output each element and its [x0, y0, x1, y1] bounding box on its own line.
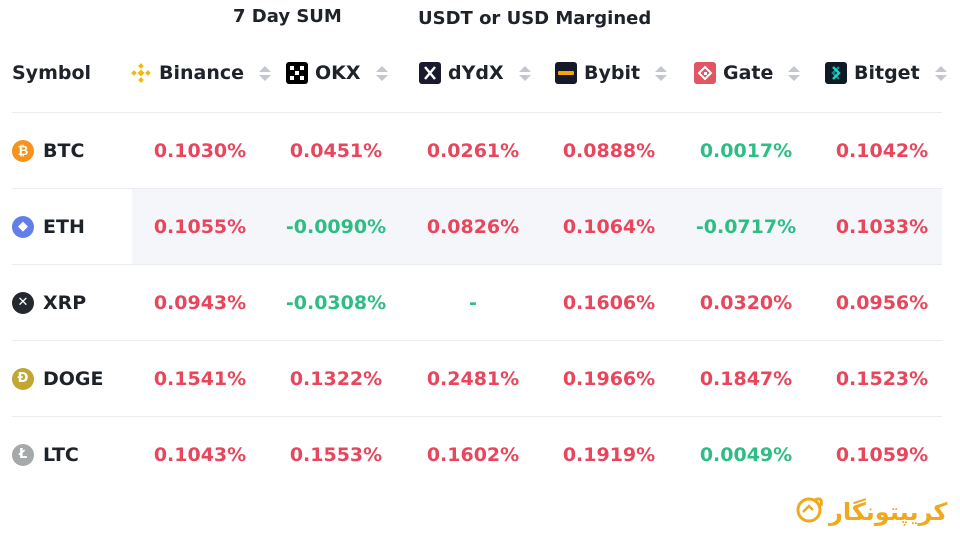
watermark: کریپتونگار	[793, 494, 949, 530]
table-header: Symbol Binance	[12, 52, 947, 96]
sort-icon[interactable]	[375, 65, 388, 81]
value-cell: 0.1602%	[426, 443, 520, 466]
table-row: ₿ BTC 0.1030% 0.0451% 0.0261% 0.0888% 0.…	[12, 112, 942, 188]
gate-icon	[694, 62, 716, 84]
watermark-logo-icon	[793, 494, 825, 530]
value-cell: 0.1919%	[562, 443, 656, 466]
dogecoin-icon: Ð	[12, 367, 34, 390]
value-cell: 0.0943%	[153, 291, 247, 314]
sort-icon[interactable]	[259, 65, 272, 81]
value-cell: 0.1847%	[699, 367, 793, 390]
table-row: Ð DOGE 0.1541% 0.1322% 0.2481% 0.1966% 0…	[12, 340, 942, 416]
symbol-cell[interactable]: Ł LTC	[12, 417, 79, 492]
symbol-cell[interactable]: ✕ XRP	[12, 265, 86, 340]
gate-label: Gate	[723, 62, 774, 84]
margin-type-label: USDT or USD Margined	[418, 8, 652, 29]
litecoin-icon: Ł	[12, 443, 34, 466]
okx-column-header[interactable]: OKX	[286, 58, 388, 88]
bybit-column-header[interactable]: Bybit	[555, 58, 668, 88]
bitget-icon	[825, 62, 847, 84]
symbol-label: BTC	[43, 139, 85, 162]
value-cell: 0.0320%	[699, 291, 793, 314]
okx-icon	[286, 62, 308, 84]
sort-icon[interactable]	[655, 65, 668, 81]
value-cell: 0.0261%	[426, 139, 520, 162]
table-row: ✕ XRP 0.0943% -0.0308% - 0.1606% 0.0320%…	[12, 264, 942, 340]
seven-day-sum-label: 7 Day SUM	[233, 6, 342, 27]
value-cell: -0.0308%	[285, 291, 387, 314]
sort-icon[interactable]	[518, 65, 531, 81]
binance-icon	[130, 62, 152, 84]
symbol-cell[interactable]: ₿ BTC	[12, 113, 84, 188]
value-cell: 0.0888%	[562, 139, 656, 162]
bitget-column-header[interactable]: Bitget	[825, 58, 947, 88]
dydx-column-header[interactable]: dYdX	[419, 58, 531, 88]
value-cell: 0.1606%	[562, 291, 656, 314]
funding-rate-table: ₿ BTC 0.1030% 0.0451% 0.0261% 0.0888% 0.…	[12, 112, 942, 492]
symbol-label: XRP	[43, 291, 87, 314]
binance-column-header[interactable]: Binance	[130, 58, 272, 88]
value-cell: 0.1553%	[289, 443, 383, 466]
value-cell: 0.1322%	[289, 367, 383, 390]
sort-icon[interactable]	[788, 65, 801, 81]
symbol-cell[interactable]: Ð DOGE	[12, 341, 104, 416]
dydx-icon	[419, 62, 441, 84]
sort-icon[interactable]	[934, 65, 947, 81]
value-cell: 0.0956%	[835, 291, 929, 314]
symbol-label: ETH	[43, 215, 85, 238]
value-cell: -	[469, 291, 477, 314]
value-cell: 0.1055%	[153, 215, 247, 238]
value-cell: 0.0451%	[289, 139, 383, 162]
table-row: ◆ ETH 0.1055% -0.0090% 0.0826% 0.1064% -…	[12, 188, 942, 264]
bitcoin-icon: ₿	[12, 139, 34, 162]
value-cell: 0.0826%	[426, 215, 520, 238]
value-cell: 0.0017%	[699, 139, 793, 162]
bybit-icon	[555, 62, 577, 84]
value-cell: 0.1064%	[562, 215, 656, 238]
ethereum-icon: ◆	[12, 215, 34, 238]
symbol-column-header: Symbol	[12, 62, 92, 84]
symbol-cell[interactable]: ◆ ETH	[12, 189, 85, 264]
dydx-label: dYdX	[448, 62, 504, 84]
binance-label: Binance	[159, 62, 245, 84]
value-cell: -0.0090%	[285, 215, 387, 238]
bybit-label: Bybit	[584, 62, 641, 84]
value-cell: 0.1059%	[835, 443, 929, 466]
value-cell: 0.1966%	[562, 367, 656, 390]
value-cell: 0.0049%	[699, 443, 793, 466]
value-cell: 0.2481%	[426, 367, 520, 390]
value-cell: 0.1043%	[153, 443, 247, 466]
value-cell: 0.1033%	[835, 215, 929, 238]
value-cell: 0.1042%	[835, 139, 929, 162]
value-cell: 0.1030%	[153, 139, 247, 162]
okx-label: OKX	[315, 62, 361, 84]
watermark-text: کریپتونگار	[829, 498, 948, 526]
value-cell: 0.1523%	[835, 367, 929, 390]
bitget-label: Bitget	[854, 62, 920, 84]
symbol-label: LTC	[43, 443, 79, 466]
table-row: Ł LTC 0.1043% 0.1553% 0.1602% 0.1919% 0.…	[12, 416, 942, 492]
value-cell: 0.1541%	[153, 367, 247, 390]
value-cell: -0.0717%	[695, 215, 797, 238]
xrp-icon: ✕	[12, 291, 34, 314]
gate-column-header[interactable]: Gate	[694, 58, 801, 88]
symbol-label: DOGE	[43, 367, 104, 390]
